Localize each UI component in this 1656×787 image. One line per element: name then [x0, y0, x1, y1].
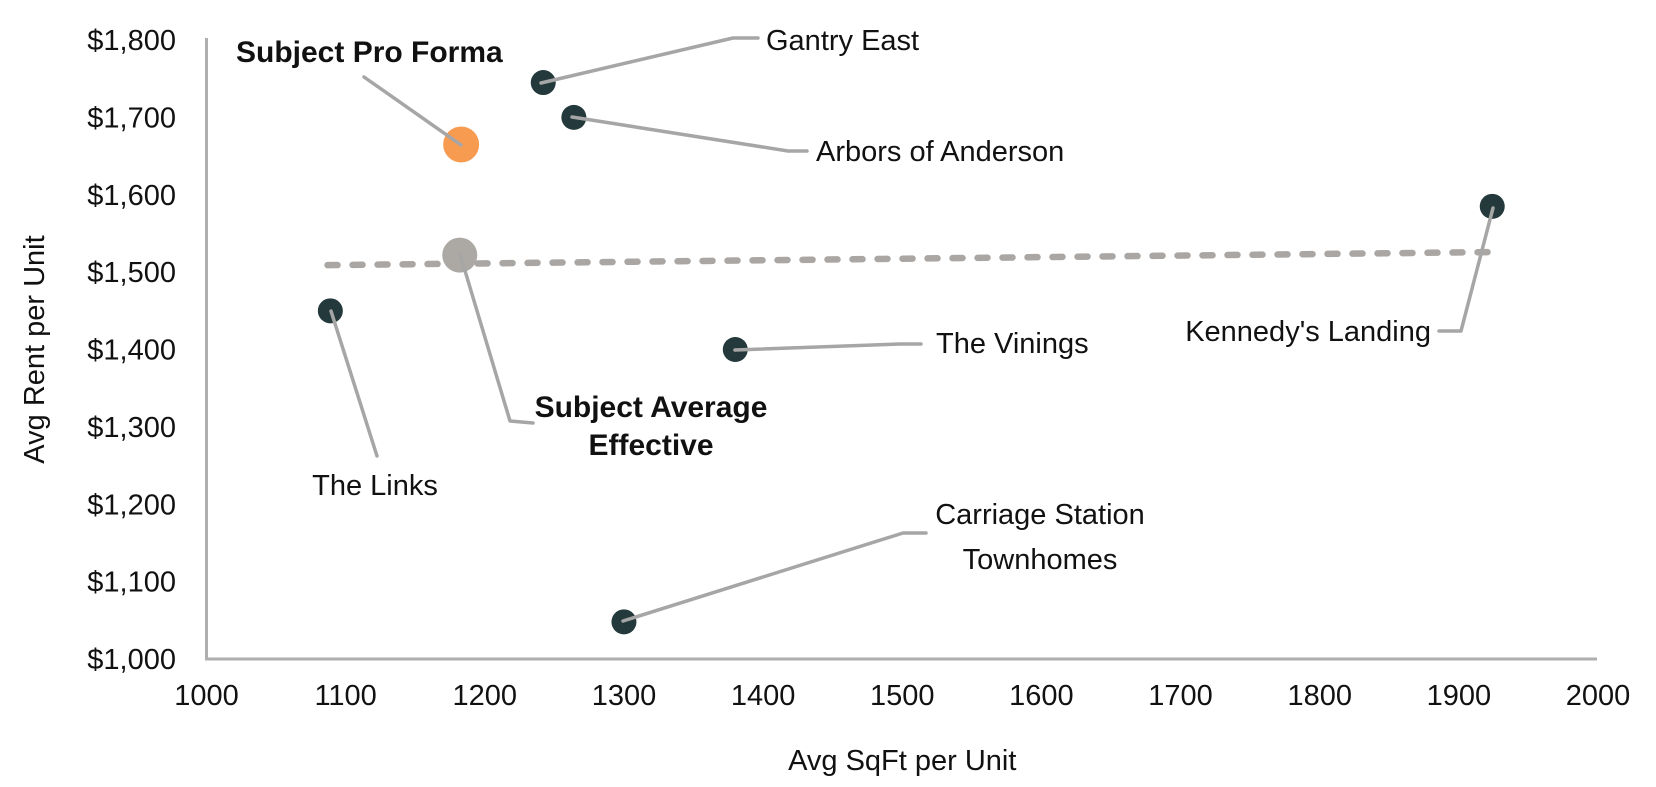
carriage-station-townhomes-leader-line	[621, 531, 928, 623]
y-tick-label: $1,800	[87, 25, 176, 57]
x-axis-title: Avg SqFt per Unit	[788, 745, 1016, 777]
kennedy-s-landing-leader-line	[1437, 206, 1495, 333]
carriage-station-townhomes-label: Carriage Station	[935, 499, 1145, 531]
kennedy-s-landing-point	[1479, 193, 1505, 219]
x-tick-label: 1700	[1148, 680, 1213, 712]
x-tick-label: 1000	[174, 680, 239, 712]
y-tick-label: $1,300	[87, 412, 176, 444]
subject-pro-forma-leader-line	[362, 75, 463, 147]
y-tick-label: $1,700	[87, 102, 176, 134]
subject-average-effective-leader-line	[458, 252, 535, 425]
x-tick-label: 1800	[1287, 680, 1352, 712]
y-tick-label: $1,000	[87, 644, 176, 676]
the-vinings-leader-line	[733, 342, 923, 352]
arbors-of-anderson-leader-line	[570, 115, 809, 153]
x-tick-label: 1500	[870, 680, 935, 712]
y-tick-label: $1,400	[87, 335, 176, 367]
y-tick-label: $1,600	[87, 180, 176, 212]
trendline-dashed	[324, 248, 1500, 269]
x-tick-label: 1900	[1427, 680, 1492, 712]
the-links-leader-line	[329, 309, 379, 458]
x-tick-label: 1600	[1009, 680, 1074, 712]
carriage-station-townhomes-label: Townhomes	[963, 544, 1118, 576]
subject-average-effective-label: Subject Average	[535, 391, 768, 424]
gantry-east-leader-line	[539, 36, 760, 85]
y-axis-title: Avg Rent per Unit	[19, 235, 51, 463]
the-vinings-label: The Vinings	[936, 328, 1089, 360]
x-tick-label: 1400	[731, 680, 796, 712]
subject-pro-forma-label: Subject Pro Forma	[236, 36, 503, 69]
x-tick-label: 1200	[453, 680, 518, 712]
arbors-of-anderson-label: Arbors of Anderson	[816, 136, 1064, 168]
y-tick-label: $1,500	[87, 257, 176, 289]
kennedy-s-landing-label: Kennedy's Landing	[1185, 316, 1431, 348]
x-tick-label: 1300	[592, 680, 657, 712]
the-links-label: The Links	[312, 470, 438, 502]
gantry-east-label: Gantry East	[766, 25, 919, 57]
x-tick-label: 2000	[1566, 680, 1631, 712]
y-tick-label: $1,100	[87, 567, 176, 599]
x-tick-label: 1100	[314, 680, 376, 712]
subject-average-effective-label: Effective	[588, 429, 713, 462]
y-tick-label: $1,200	[87, 489, 176, 521]
